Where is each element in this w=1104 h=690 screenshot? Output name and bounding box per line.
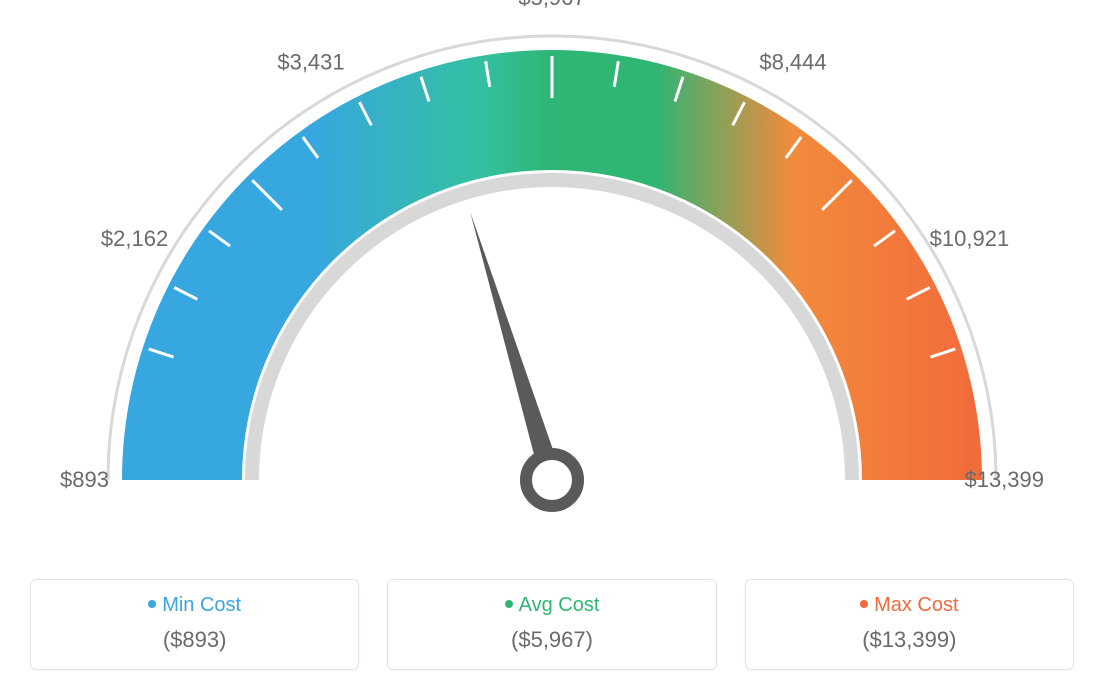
legend-title-min: Min Cost xyxy=(41,594,348,617)
legend-title-min-text: Min Cost xyxy=(162,594,241,616)
legend-value-avg: ($5,967) xyxy=(398,627,705,653)
gauge-chart-container: $893 $2,162 $3,431 $5,967 $8,444 $10,921 $13,3… xyxy=(0,0,1104,690)
legend-row: Min Cost ($893) Avg Cost ($5,967) Max Co… xyxy=(0,579,1104,670)
dot-icon xyxy=(505,600,513,608)
legend-value-max: ($13,399) xyxy=(756,627,1063,653)
gauge-scale-label: $10,921 xyxy=(930,226,1010,251)
legend-card-avg: Avg Cost ($5,967) xyxy=(387,579,716,670)
legend-card-max: Max Cost ($13,399) xyxy=(745,579,1074,670)
gauge-scale-label: $5,967 xyxy=(518,0,585,10)
legend-value-min: ($893) xyxy=(41,627,348,653)
legend-title-max: Max Cost xyxy=(756,594,1063,617)
gauge-scale-label: $13,399 xyxy=(964,467,1044,492)
legend-card-min: Min Cost ($893) xyxy=(30,579,359,670)
legend-title-avg: Avg Cost xyxy=(398,594,705,617)
gauge-scale-label: $893 xyxy=(60,467,109,492)
gauge-scale-label: $8,444 xyxy=(759,50,826,75)
legend-title-max-text: Max Cost xyxy=(874,594,958,616)
dot-icon xyxy=(860,600,868,608)
dot-icon xyxy=(148,600,156,608)
gauge-scale-label: $3,431 xyxy=(277,50,344,75)
gauge-scale-label: $2,162 xyxy=(101,226,168,251)
gauge-chart: $893 $2,162 $3,431 $5,967 $8,444 $10,921 $13,3… xyxy=(0,0,1104,560)
legend-title-avg-text: Avg Cost xyxy=(519,594,600,616)
